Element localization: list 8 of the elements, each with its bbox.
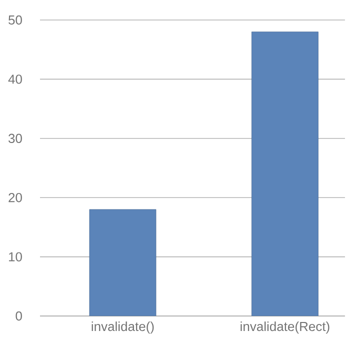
y-tick-label: 20 — [8, 192, 22, 202]
y-tick-label: 30 — [8, 134, 22, 144]
y-tick-label: 50 — [8, 15, 22, 25]
x-tick-label: invalidate() — [92, 322, 154, 334]
y-tick-label: 0 — [16, 311, 22, 321]
x-tick-label: invalidate(Rect) — [240, 322, 330, 334]
y-tick-label: 10 — [8, 252, 22, 262]
y-tick-label: 40 — [8, 74, 22, 84]
